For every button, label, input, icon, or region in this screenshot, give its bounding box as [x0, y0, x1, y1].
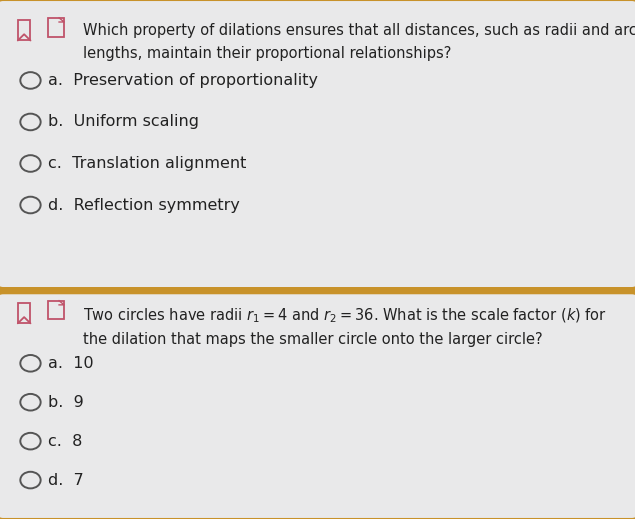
- Text: b.  Uniform scaling: b. Uniform scaling: [48, 115, 199, 129]
- Text: c.  8: c. 8: [48, 434, 82, 448]
- Text: Which property of dilations ensures that all distances, such as radii and arc
le: Which property of dilations ensures that…: [83, 23, 635, 61]
- FancyBboxPatch shape: [0, 1, 635, 287]
- Text: a.  10: a. 10: [48, 356, 93, 371]
- FancyBboxPatch shape: [0, 294, 635, 518]
- Text: a.  Preservation of proportionality: a. Preservation of proportionality: [48, 73, 318, 88]
- Text: b.  9: b. 9: [48, 395, 83, 409]
- Text: c.  Translation alignment: c. Translation alignment: [48, 156, 246, 171]
- Text: Two circles have radii $r_1 = 4$ and $r_2 = 36$. What is the scale factor ($k$) : Two circles have radii $r_1 = 4$ and $r_…: [83, 306, 606, 347]
- Text: d.  7: d. 7: [48, 473, 83, 487]
- Bar: [48, 18, 64, 36]
- Text: d.  Reflection symmetry: d. Reflection symmetry: [48, 198, 239, 212]
- Bar: [48, 301, 64, 319]
